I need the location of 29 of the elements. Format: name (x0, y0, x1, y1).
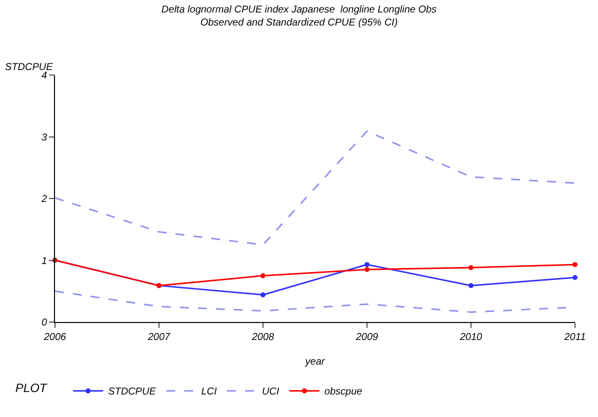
x-tick-label: 2010 (458, 332, 483, 343)
y-tick-label: 2 (40, 194, 48, 205)
y-tick-label: 3 (41, 132, 48, 144)
point (572, 275, 578, 280)
point (572, 262, 578, 268)
legend-label: obscpue (324, 386, 363, 398)
legend-title: PLOT (15, 380, 48, 395)
legend-label: LCI (201, 386, 217, 398)
x-tick-label: 2011 (563, 332, 586, 343)
chart-subtitle: Observed and Standardized CPUE (95% CI) (200, 18, 398, 29)
y-axis-title: STDCPUE (5, 62, 54, 73)
point (468, 283, 474, 288)
y-tick-label: 1 (41, 256, 47, 267)
legend-label: UCI (262, 386, 280, 398)
x-tick-label: 2008 (250, 332, 275, 343)
point (260, 273, 266, 278)
point (468, 265, 474, 270)
y-tick-label: 0 (41, 318, 48, 328)
y-tick-label: 4 (41, 70, 48, 82)
x-axis-title: year (304, 356, 326, 368)
x-tick-label: 2007 (146, 332, 171, 343)
x-tick-label: 2009 (354, 332, 379, 343)
point (364, 267, 370, 272)
x-tick-label: 2006 (42, 332, 67, 343)
point (260, 292, 266, 298)
line-series (55, 130, 575, 246)
point (364, 262, 370, 268)
legend-label: STDCPUE (108, 386, 156, 398)
chart-title: Delta lognormal CPUE index Japanese longline Longline Obs (161, 4, 437, 16)
